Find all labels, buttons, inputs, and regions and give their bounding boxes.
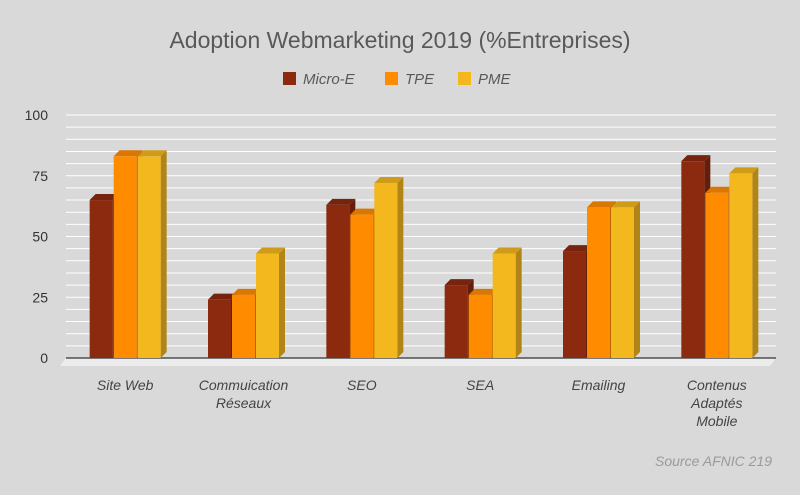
chart-title: Adoption Webmarketing 2019 (%Entreprises… (169, 27, 630, 53)
x-tick-label: SEO (347, 377, 377, 393)
legend-swatch (283, 72, 296, 85)
x-tick-label: Site Web (97, 377, 154, 393)
legend-swatch (385, 72, 398, 85)
legend: Micro-E TPE PME (283, 71, 512, 88)
bar (492, 247, 522, 358)
legend-item: PME (458, 71, 512, 88)
bars (89, 150, 759, 358)
y-tick-label: 100 (25, 107, 49, 123)
legend-swatch (458, 72, 471, 85)
gridlines (60, 114, 776, 366)
bar (137, 150, 167, 358)
x-tick-label: Emailing (572, 377, 626, 393)
y-tick-label: 75 (32, 168, 48, 184)
bar (374, 177, 404, 358)
bar (729, 167, 759, 358)
y-tick-label: 25 (32, 289, 48, 305)
x-tick-label: Commuication Réseaux (199, 377, 289, 411)
legend-item: Micro-E (283, 71, 356, 88)
y-axis: 0 25 50 75 100 (25, 107, 49, 366)
legend-label: TPE (405, 71, 435, 88)
legend-label: PME (478, 71, 512, 88)
x-tick-label: Contenus Adaptés Mobile (687, 377, 747, 429)
source-note: Source AFNIC 219 (655, 453, 772, 469)
bar (611, 201, 640, 358)
x-tick-label: SEA (466, 377, 494, 393)
legend-item: TPE (385, 71, 435, 88)
y-tick-label: 0 (40, 350, 48, 366)
x-axis: Site Web Commuication Réseaux SEO SEA Emailin… (97, 377, 747, 429)
chart-floor (60, 358, 776, 366)
legend-label: Micro-E (303, 71, 356, 88)
y-tick-label: 50 (32, 229, 48, 245)
bar (256, 247, 285, 358)
